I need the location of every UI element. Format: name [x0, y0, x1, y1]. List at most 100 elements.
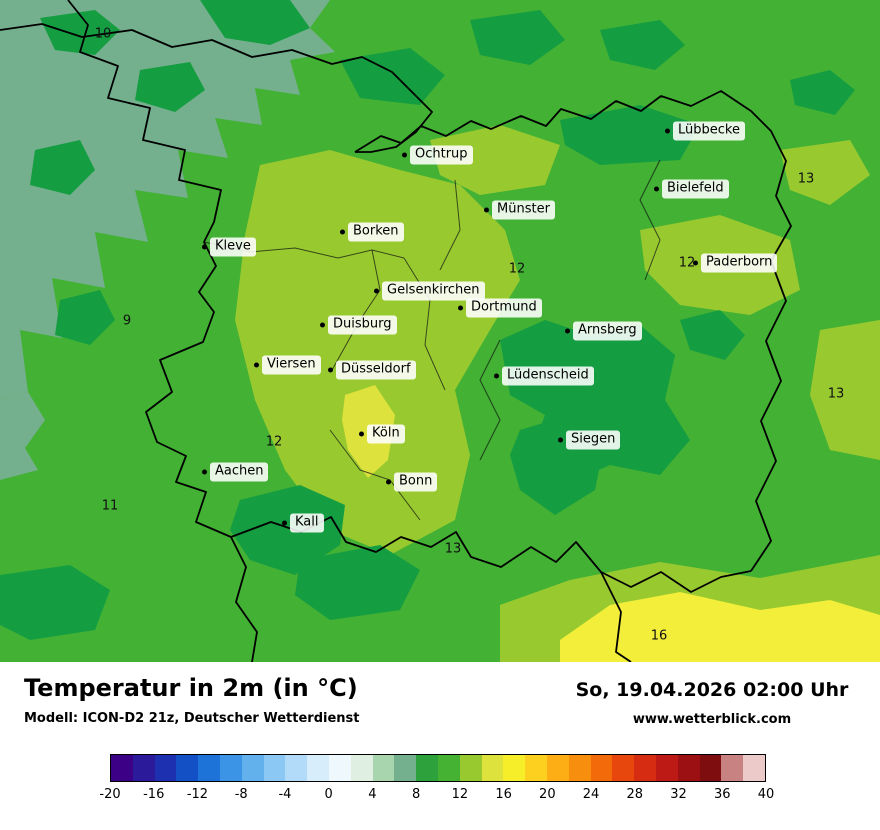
legend-tick-label: 20: [539, 787, 556, 802]
city-marker: Lüdenscheid: [494, 366, 594, 386]
city-dot-icon: [558, 437, 563, 443]
temperature-value: 13: [797, 171, 815, 187]
city-dot-icon: [665, 128, 670, 134]
legend-segment: [132, 755, 155, 781]
temperature-value: 13: [444, 541, 462, 557]
map-graphic: [0, 0, 880, 662]
city-dot-icon: [359, 431, 364, 437]
legend-segment: [634, 755, 656, 781]
website-link[interactable]: www.wetterblick.com: [632, 712, 792, 727]
city-label: Lüdenscheid: [502, 366, 594, 386]
footer-panel: Temperatur in 2m (in °C) Modell: ICON-D2…: [0, 662, 880, 830]
city-dot-icon: [340, 229, 345, 235]
city-marker: Münster: [484, 200, 555, 220]
city-label: Düsseldorf: [336, 360, 416, 380]
city-label: Ochtrup: [410, 145, 473, 165]
temperature-value: 9: [122, 313, 132, 329]
city-label: Paderborn: [701, 253, 778, 273]
legend-segment: [307, 755, 329, 781]
legend-segment: [372, 755, 395, 781]
city-label: Aachen: [210, 462, 269, 482]
city-label: Kleve: [210, 237, 256, 257]
legend-segment: [219, 755, 242, 781]
legend-segment: [699, 755, 722, 781]
model-info: Modell: ICON-D2 21z, Deutscher Wetterdie…: [24, 711, 360, 726]
legend-segment: [677, 755, 700, 781]
legend-segment: [546, 755, 569, 781]
legend-segment: [655, 755, 678, 781]
city-dot-icon: [282, 520, 287, 526]
legend-segment: [328, 755, 351, 781]
city-marker: Viersen: [254, 355, 321, 375]
city-marker: Borken: [340, 222, 404, 242]
city-marker: Bonn: [386, 472, 438, 492]
temperature-value: 10: [94, 26, 112, 42]
temperature-zones: [0, 0, 880, 662]
datetime-label: So, 19.04.2026 02:00 Uhr: [575, 679, 849, 701]
legend-segment: [198, 755, 220, 781]
city-label: Arnsberg: [573, 321, 642, 341]
legend-tick-label: 36: [713, 787, 731, 802]
city-marker: Siegen: [558, 430, 621, 450]
city-label: Dortmund: [466, 298, 542, 318]
legend-tick-label: -8: [234, 787, 248, 802]
city-label: Münster: [492, 200, 555, 220]
legend-segment: [416, 755, 438, 781]
legend-segment: [176, 755, 199, 781]
legend-segment: [459, 755, 482, 781]
legend-segment: [111, 755, 133, 781]
city-dot-icon: [654, 186, 659, 192]
legend-segment: [154, 755, 177, 781]
legend-segment: [350, 755, 373, 781]
city-dot-icon: [402, 152, 407, 158]
legend-tick-label: 40: [757, 787, 775, 802]
legend-segment: [721, 755, 744, 781]
temperature-value: 13: [827, 386, 845, 402]
legend-bar: [110, 754, 766, 782]
city-dot-icon: [565, 328, 570, 334]
city-dot-icon: [386, 479, 391, 485]
legend-segment: [525, 755, 547, 781]
city-marker: Kall: [282, 513, 324, 533]
legend-segment: [743, 755, 765, 781]
city-dot-icon: [494, 373, 499, 379]
legend-segment: [285, 755, 308, 781]
city-label: Lübbecke: [673, 121, 745, 141]
city-marker: Köln: [359, 424, 405, 444]
city-dot-icon: [374, 288, 379, 294]
temperature-value: 12: [508, 261, 526, 277]
city-marker: Gelsenkirchen: [374, 281, 485, 301]
district-borders: [203, 159, 661, 521]
legend-ticks: -20 -16 -12 -8 -4 0 4 8 12 16 20 24 28 32 36 40: [99, 787, 774, 805]
temperature-value: 11: [101, 498, 119, 514]
city-marker: Dortmund: [458, 298, 542, 318]
city-label: Siegen: [566, 430, 621, 450]
city-dot-icon: [254, 362, 259, 368]
city-label: Gelsenkirchen: [382, 281, 485, 301]
state-borders: [0, 0, 792, 662]
legend-tick-label: 24: [582, 787, 600, 802]
legend-segment: [241, 755, 264, 781]
city-marker: Kleve: [202, 237, 256, 257]
legend-segment: [612, 755, 635, 781]
legend-segment: [394, 755, 417, 781]
legend-tick-label: -20: [99, 787, 121, 802]
legend-tick-label: -12: [186, 787, 209, 802]
legend-segment: [481, 755, 504, 781]
city-marker: Ochtrup: [402, 145, 473, 165]
legend-segment: [263, 755, 286, 781]
color-scale-legend: -20 -16 -12 -8 -4 0 4 8 12 16 20 24 28 32 36 40: [99, 754, 774, 805]
legend-tick-label: 16: [495, 787, 512, 802]
legend-tick-label: -4: [278, 787, 292, 802]
temperature-map: 10 13 12 12 9 12 11 13 13 16 Ochtrup Lübbecke Biele…: [0, 0, 880, 662]
city-label: Bonn: [394, 472, 438, 492]
city-dot-icon: [320, 322, 325, 328]
legend-segment: [437, 755, 460, 781]
legend-tick-label: 8: [411, 787, 421, 802]
city-dot-icon: [202, 469, 207, 475]
map-title: Temperatur in 2m (in °C): [24, 674, 358, 702]
city-dot-icon: [328, 367, 333, 373]
city-dot-icon: [458, 305, 463, 311]
city-dot-icon: [693, 260, 698, 266]
city-dot-icon: [202, 244, 207, 250]
